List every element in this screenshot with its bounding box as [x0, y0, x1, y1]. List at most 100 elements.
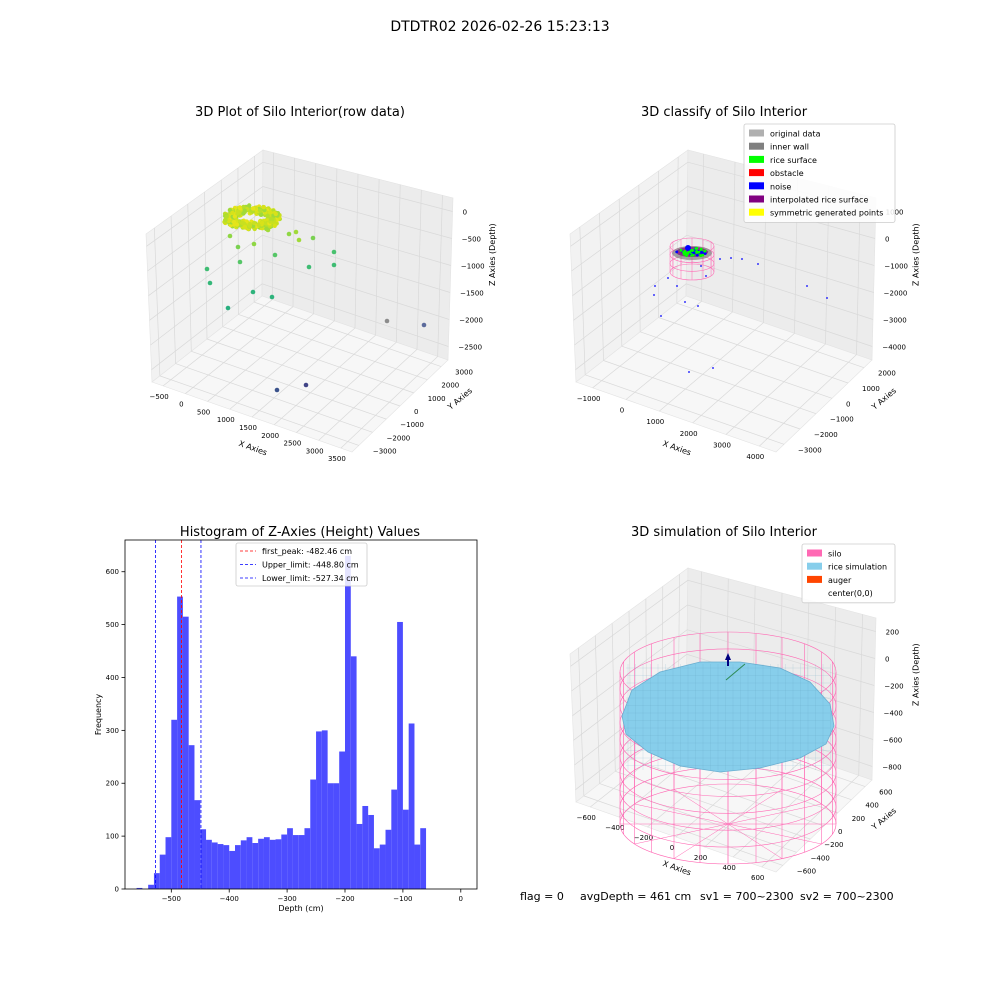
z-axis-label: Z Axies (Depth) [912, 643, 921, 706]
y-tick-label: 1000 [428, 395, 446, 403]
legend-label: original data [770, 130, 821, 139]
data-point [266, 228, 271, 233]
histogram-bar [189, 745, 195, 889]
data-point [294, 230, 299, 235]
histogram-bar [316, 731, 322, 889]
histogram-bar [194, 800, 200, 889]
legend-label: Upper_limit: -448.80 cm [262, 561, 359, 570]
y-tick-label: 400 [865, 802, 878, 810]
data-point [238, 206, 242, 210]
histogram-bar [339, 752, 345, 889]
x-tick-label: 1500 [239, 424, 257, 432]
y-tick-label: 500 [106, 621, 119, 629]
legend-swatch [807, 589, 822, 596]
z-tick-label: 200 [886, 629, 899, 637]
x-tick-label: 1000 [217, 416, 235, 424]
histogram-bar [299, 835, 305, 889]
data-point [251, 290, 256, 295]
noise-point [667, 277, 669, 279]
z-tick-label: −1000 [461, 263, 485, 271]
data-point [226, 306, 231, 311]
z-axis-label: Z Axies (Depth) [488, 223, 497, 286]
data-point [236, 245, 241, 250]
data-point [422, 323, 427, 328]
histogram-bar [235, 845, 241, 889]
histogram-bar [212, 842, 218, 889]
x-tick-label: 3000 [306, 447, 324, 455]
data-point [304, 383, 309, 388]
histogram-bar [148, 885, 154, 889]
y-tick-label: −1000 [830, 416, 854, 424]
data-point [332, 263, 337, 268]
data-point [232, 220, 236, 224]
y-tick-label: 1000 [862, 385, 880, 393]
noise-point [653, 294, 655, 296]
z-tick-label: −400 [884, 710, 903, 718]
histogram-bar [171, 720, 177, 889]
histogram-bar [218, 844, 224, 889]
x-axis-label: Depth (cm) [278, 904, 323, 913]
x-tick-label: 3500 [328, 455, 346, 463]
footer-flag: flag = 0 [520, 890, 564, 903]
x-tick-label: −400 [220, 895, 239, 903]
noise-point [685, 245, 691, 251]
histogram-bar [368, 815, 374, 889]
legend-label: silo [828, 550, 842, 559]
data-point [262, 205, 266, 209]
y-tick-label: 0 [115, 886, 119, 894]
x-tick-label: 2000 [680, 430, 698, 438]
y-tick-label: −2000 [814, 431, 838, 439]
legend-swatch [749, 156, 764, 163]
classified-point [700, 251, 703, 254]
legend-swatch [749, 130, 764, 137]
classified-point [704, 250, 707, 253]
z-tick-label: 0 [885, 656, 889, 664]
footer-sv1: sv1 = 700~2300 [700, 890, 794, 903]
x-tick-label: 0 [670, 844, 674, 852]
raw-3d-plot: −5000500100015002000250030003500−3000−20… [146, 150, 497, 463]
x-tick-label: −200 [335, 895, 354, 903]
histogram-bar [223, 845, 229, 889]
noise-point [806, 285, 808, 287]
x-tick-label: 3000 [713, 442, 731, 450]
y-axis-label: Y Axies [445, 386, 474, 412]
classify-plot-title: 3D classify of Silo Interior [641, 105, 808, 120]
histogram-bar [252, 843, 258, 889]
histogram-bar [328, 783, 334, 889]
data-point [228, 234, 233, 239]
z-tick-label: −200 [884, 683, 903, 691]
histogram-bar [166, 837, 172, 889]
y-tick-label: 400 [106, 674, 119, 682]
data-point [240, 221, 244, 225]
y-axis-label: Y Axies [869, 806, 898, 832]
noise-point [757, 263, 759, 265]
classified-point [696, 254, 699, 257]
histogram-bar [258, 839, 264, 889]
noise-point [697, 305, 699, 307]
histogram-title: Histogram of Z-Axies (Height) Values [180, 525, 420, 540]
y-tick-label: 2000 [441, 382, 459, 390]
x-axis-label: X Axies [661, 859, 692, 878]
y-tick-label: 300 [106, 727, 119, 735]
legend-label: center(0,0) [828, 589, 873, 598]
z-tick-label: −500 [462, 236, 481, 244]
z-tick-label: −3000 [883, 317, 907, 325]
z-tick-label: −1000 [884, 263, 908, 271]
x-tick-label: 600 [751, 874, 764, 882]
histogram-bar [206, 840, 212, 889]
histogram-bar [414, 845, 420, 889]
histogram-bar [247, 837, 253, 889]
histogram-plot: −500 −400 −300 −200 −100 00100200300400500600… [94, 540, 477, 913]
data-point [252, 221, 256, 225]
legend-swatch [749, 209, 764, 216]
data-point [311, 236, 316, 241]
data-point [252, 242, 257, 247]
histogram-bar [351, 656, 357, 889]
figure-title: DTDTR02 2026-02-26 15:23:13 [390, 19, 609, 35]
z-tick-label: −800 [882, 764, 901, 772]
y-tick-label: −1000 [400, 421, 424, 429]
classified-point [694, 247, 697, 250]
classified-point [704, 252, 707, 255]
z-tick-label: 0 [463, 209, 467, 217]
x-tick-label: 400 [722, 864, 735, 872]
